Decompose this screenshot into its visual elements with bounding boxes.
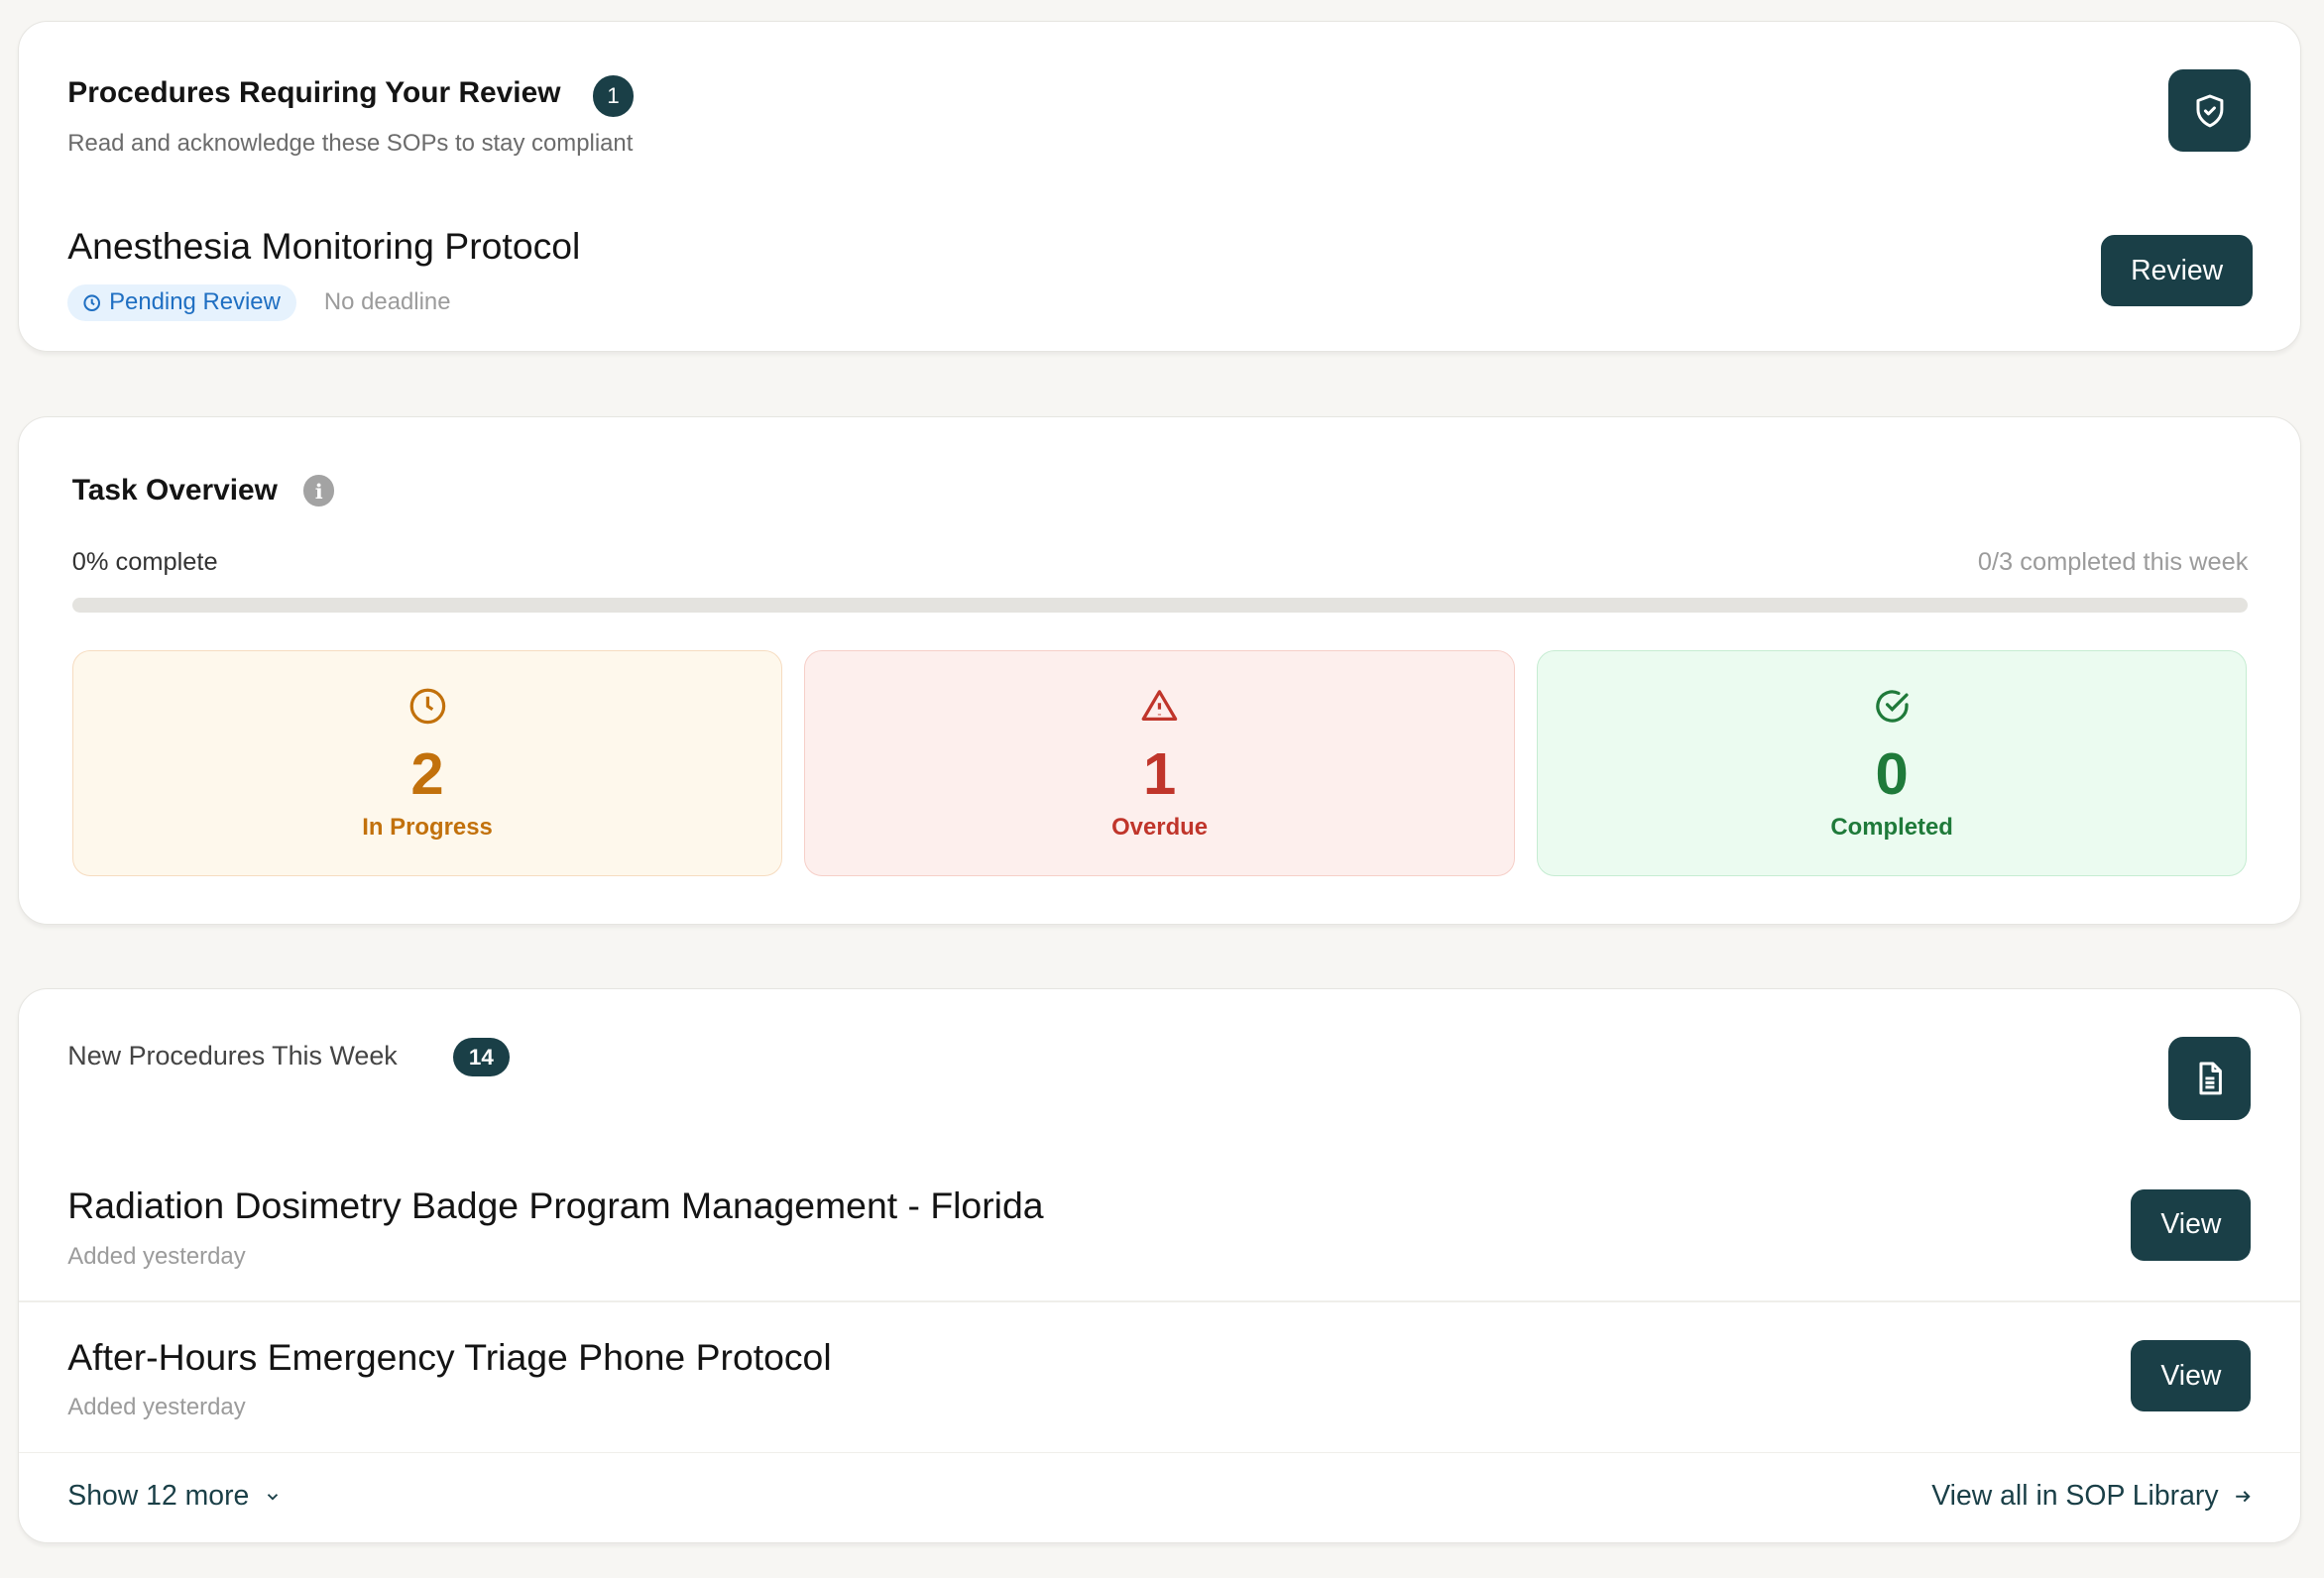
view-all-link[interactable]: View all in SOP Library	[1931, 1480, 2253, 1513]
stat-label: Completed	[1830, 814, 1953, 842]
show-more-button[interactable]: Show 12 more	[67, 1480, 282, 1513]
view-button[interactable]: View	[2131, 1340, 2252, 1412]
review-subtitle: Read and acknowledge these SOPs to stay …	[67, 130, 634, 158]
shield-check-icon	[2167, 68, 2252, 153]
procedure-title[interactable]: Radiation Dosimetry Badge Program Manage…	[67, 1184, 1044, 1227]
document-icon	[2167, 1036, 2252, 1120]
procedure-added: Added yesterday	[67, 1242, 246, 1270]
info-icon[interactable]: i	[302, 475, 335, 507]
stat-value: 0	[1875, 740, 1909, 808]
stat-value: 1	[1142, 740, 1177, 808]
view-button[interactable]: View	[2131, 1188, 2252, 1261]
review-count-badge: 1	[592, 74, 635, 117]
status-label: Pending Review	[109, 288, 281, 316]
view-all-label: View all in SOP Library	[1931, 1480, 2219, 1512]
new-procedures-title: New Procedures This Week	[67, 1041, 398, 1071]
review-card: Procedures Requiring Your Review 1 Read …	[17, 20, 2301, 352]
stat-overdue[interactable]: 1 Overdue	[804, 649, 1515, 876]
stat-completed[interactable]: 0 Completed	[1536, 649, 2248, 876]
divider	[18, 1451, 2300, 1454]
show-more-label: Show 12 more	[67, 1480, 250, 1512]
new-procedures-card: New Procedures This Week 14 Radiation Do…	[17, 988, 2301, 1543]
progress-bar	[71, 598, 2249, 614]
clock-icon	[409, 688, 445, 724]
status-badge: Pending Review	[67, 283, 297, 321]
procedure-added: Added yesterday	[67, 1394, 246, 1421]
new-procedures-count-badge: 14	[452, 1038, 510, 1077]
review-button[interactable]: Review	[2101, 235, 2253, 306]
arrow-right-icon	[2236, 1490, 2252, 1503]
stat-label: Overdue	[1111, 814, 1209, 842]
task-overview-title: Task Overview	[71, 473, 278, 507]
week-completed: 0/3 completed this week	[1977, 547, 2249, 576]
review-item-title[interactable]: Anesthesia Monitoring Protocol	[67, 224, 581, 267]
stat-label: In Progress	[362, 814, 493, 842]
divider	[18, 1300, 2300, 1302]
clock-icon	[83, 293, 101, 311]
chevron-down-icon	[268, 1493, 279, 1501]
procedure-title[interactable]: After-Hours Emergency Triage Phone Proto…	[67, 1335, 832, 1378]
stat-in-progress[interactable]: 2 In Progress	[71, 649, 783, 876]
warning-triangle-icon	[1141, 689, 1178, 721]
percent-complete: 0% complete	[71, 547, 218, 576]
check-circle-icon	[1875, 690, 1909, 723]
review-title: Procedures Requiring Your Review	[67, 76, 561, 110]
stat-value: 2	[410, 740, 444, 808]
task-overview-card: Task Overview i 0% complete 0/3 complete…	[17, 416, 2301, 926]
deadline-text: No deadline	[323, 288, 451, 316]
